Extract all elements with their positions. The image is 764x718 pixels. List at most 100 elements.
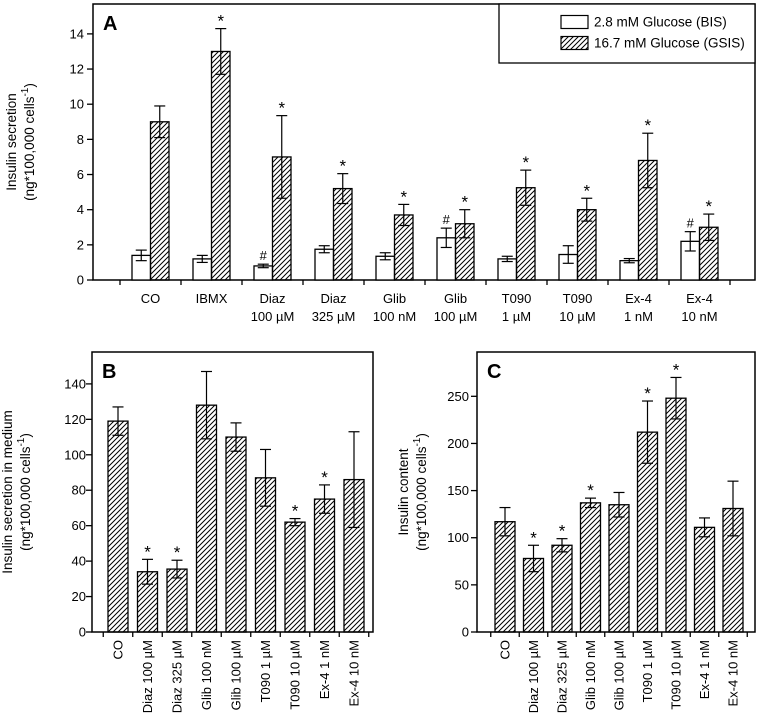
x-category-label: CO xyxy=(111,640,126,660)
legend-swatch-white xyxy=(560,14,589,30)
x-category-label: Glib 100 µM xyxy=(612,640,627,710)
x-category-label: CO xyxy=(498,640,513,660)
x-category-label: Ex-4 1 nM xyxy=(317,640,332,699)
x-category-label: 100 µM xyxy=(251,309,295,324)
x-category-label: Glib 100 µM xyxy=(229,640,244,710)
y-axis-label: Insulin secretion in medium xyxy=(0,410,15,574)
significance-mark: * xyxy=(278,99,285,118)
y-tick-label: 2 xyxy=(77,237,84,252)
significance-mark: * xyxy=(530,528,537,547)
x-category-label: 325 µM xyxy=(312,309,356,324)
x-category-label: Diaz 100 µM xyxy=(140,640,155,713)
y-tick-label: 150 xyxy=(447,483,469,498)
x-category-label: T090 1 µM xyxy=(640,640,655,702)
y-tick-label: 250 xyxy=(447,389,469,404)
significance-mark: * xyxy=(292,502,299,521)
significance-mark: * xyxy=(587,481,594,500)
x-category-label: Ex-4 10 nM xyxy=(347,640,362,706)
significance-mark: * xyxy=(321,468,328,487)
significance-mark: * xyxy=(461,193,468,212)
significance-mark: * xyxy=(644,384,651,403)
y-tick-label: 6 xyxy=(77,167,84,182)
y-tick-label: 20 xyxy=(72,589,86,604)
bar xyxy=(210,50,231,281)
y-tick-label: 50 xyxy=(455,577,469,592)
y-tick-label: 140 xyxy=(64,376,86,391)
x-category-label: Glib xyxy=(444,291,467,306)
x-category-label: Diaz xyxy=(320,291,346,306)
bar xyxy=(284,521,306,633)
significance-mark: * xyxy=(339,157,346,176)
significance-mark: * xyxy=(559,522,566,541)
bar xyxy=(619,260,640,281)
y-tick-label: 14 xyxy=(70,26,84,41)
significance-mark: * xyxy=(522,153,529,172)
y-tick-label: 0 xyxy=(79,625,86,640)
y-axis-label: Insulin secretion xyxy=(4,93,19,191)
significance-mark: # xyxy=(443,212,451,227)
x-category-label: Ex-4 1 nM xyxy=(697,640,712,699)
panel-C: 0 50 100 150 200 250 * * * * * CO Diaz 100 µM Diaz 32… xyxy=(396,351,756,713)
y-tick-label: 40 xyxy=(72,554,86,569)
bar xyxy=(551,544,573,633)
x-category-label: Glib 100 nM xyxy=(583,640,598,710)
x-category-label: 10 nM xyxy=(681,309,717,324)
x-category-label: Ex-4 xyxy=(686,291,713,306)
bar xyxy=(665,397,687,633)
legend-entry-label: 16.7 mM Glucose (GSIS) xyxy=(594,36,745,51)
panel-A: 0 2 4 6 8 10 12 14 # # # * * * * * * * * * CO IBMX Diaz 100 µM D… xyxy=(4,3,756,324)
x-category-label: 10 µM xyxy=(559,309,595,324)
panel-letter: A xyxy=(103,13,117,35)
y-axis-label: Insulin content xyxy=(396,448,411,535)
y-tick-label: 4 xyxy=(77,202,84,217)
panel-letter: B xyxy=(102,361,116,383)
x-category-label: Diaz 325 µM xyxy=(555,640,570,713)
y-tick-label: 120 xyxy=(64,412,86,427)
y-tick-label: 60 xyxy=(72,518,86,533)
bar xyxy=(314,248,335,281)
y-tick-label: 0 xyxy=(462,625,469,640)
significance-mark: * xyxy=(400,187,407,206)
y-tick-label: 80 xyxy=(72,483,86,498)
x-category-label: Diaz xyxy=(259,291,285,306)
significance-mark: * xyxy=(644,116,651,135)
bar xyxy=(494,521,516,633)
y-axis-unit: (ng*100,000 cells-1) xyxy=(20,83,37,201)
x-category-label: 100 nM xyxy=(373,309,416,324)
x-category-label: CO xyxy=(141,291,161,306)
y-tick-label: 100 xyxy=(447,530,469,545)
bar xyxy=(107,420,129,633)
y-axis-unit: (ng*100,000 cells-1) xyxy=(16,433,33,551)
panel-letter: C xyxy=(487,361,501,383)
legend-entry-label: 2.8 mM Glucose (BIS) xyxy=(594,15,727,30)
significance-mark: * xyxy=(174,543,181,562)
y-tick-label: 200 xyxy=(447,436,469,451)
y-tick-label: 100 xyxy=(64,447,86,462)
x-category-label: T090 xyxy=(563,291,593,306)
bar xyxy=(608,504,630,633)
x-category-label: T090 xyxy=(502,291,532,306)
legend: 2.8 mM Glucose (BIS) 16.7 mM Glucose (GSI… xyxy=(498,3,756,64)
panel-B: 0 20 40 60 80 100 120 140 * * * * CO Diaz 100 µM Diaz … xyxy=(0,351,374,713)
legend-box xyxy=(498,3,756,64)
y-tick-label: 12 xyxy=(70,62,84,77)
y-tick-label: 10 xyxy=(70,97,84,112)
x-category-label: T090 1 µM xyxy=(258,640,273,702)
x-category-label: T090 10 µM xyxy=(288,640,303,710)
significance-mark: * xyxy=(217,12,224,31)
bar xyxy=(313,498,336,633)
y-tick-label: 0 xyxy=(77,273,84,288)
x-category-label: 100 µM xyxy=(434,309,478,324)
significance-mark: # xyxy=(687,216,695,231)
x-category-label: Glib xyxy=(383,291,406,306)
x-category-label: Ex-4 10 nM xyxy=(726,640,741,706)
y-axis-unit: (ng*100,000 cells-1) xyxy=(412,433,429,551)
x-category-label: Diaz 100 µM xyxy=(526,640,541,713)
x-category-label: IBMX xyxy=(196,291,228,306)
plot-box xyxy=(92,3,756,281)
x-category-label: T090 10 µM xyxy=(669,640,684,710)
significance-mark: # xyxy=(260,248,268,263)
x-category-label: Diaz 325 µM xyxy=(170,640,185,713)
